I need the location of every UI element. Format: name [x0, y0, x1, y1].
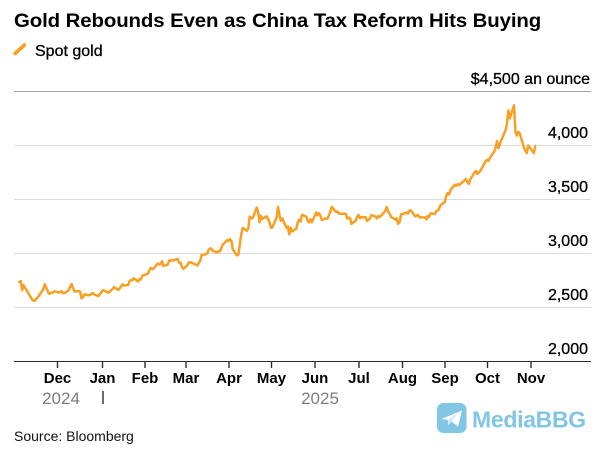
svg-text:MediaBBG: MediaBBG [472, 407, 586, 433]
